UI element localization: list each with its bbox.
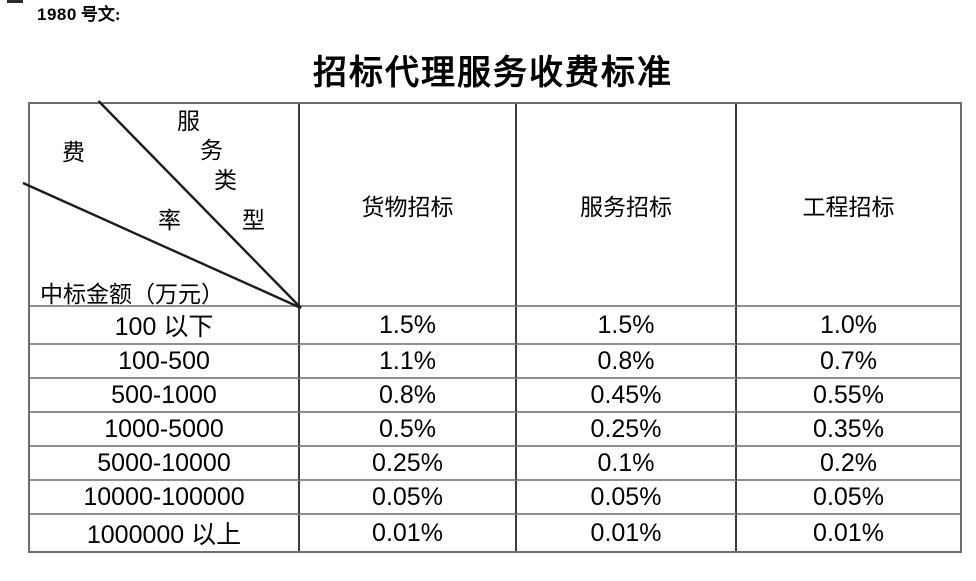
table-row: 1000-5000 0.5% 0.25% 0.35% xyxy=(30,413,960,447)
rate-cell: 0.8% xyxy=(300,379,517,413)
rate-cell: 0.05% xyxy=(300,481,517,515)
rate-cell: 1.1% xyxy=(300,345,517,379)
row-range-cell: 1000000 以上 xyxy=(30,515,300,551)
corner-service-type-char: 类 xyxy=(214,168,237,193)
corner-bid-amount-label: 中标金额（万元） xyxy=(40,282,224,307)
corner-service-type-char: 型 xyxy=(242,208,265,233)
column-header-engineering: 工程招标 xyxy=(737,104,960,307)
table-row: 100-500 1.1% 0.8% 0.7% xyxy=(30,345,960,379)
rate-cell: 0.8% xyxy=(517,345,737,379)
corner-fee-rate-char: 率 xyxy=(158,208,181,233)
row-range-cell: 500-1000 xyxy=(30,379,300,413)
rate-cell: 0.55% xyxy=(737,379,960,413)
row-range-cell: 100-500 xyxy=(30,345,300,379)
rate-cell: 0.01% xyxy=(300,515,517,551)
row-range-cell: 1000-5000 xyxy=(30,413,300,447)
screenshot-edge-artifact xyxy=(7,0,23,3)
table-row: 100 以下 1.5% 1.5% 1.0% xyxy=(30,307,960,345)
table-row: 5000-10000 0.25% 0.1% 0.2% xyxy=(30,447,960,481)
rate-cell: 0.05% xyxy=(737,481,960,515)
column-header-service: 服务招标 xyxy=(517,104,737,307)
rate-cell: 0.01% xyxy=(813,518,884,547)
table-row: 10000-100000 0.05% 0.05% 0.05% xyxy=(30,481,960,515)
corner-service-type-char: 务 xyxy=(200,138,223,163)
rate-cell: 1.5% xyxy=(300,307,517,345)
corner-fee-rate-char: 费 xyxy=(62,140,85,165)
header-row: 服 务 类 型 费 率 中标金额（万元） 货物招标 服务招标 工程招标 xyxy=(22,100,960,310)
rate-cell: 0.7% xyxy=(737,345,960,379)
rate-cell: 0.2% xyxy=(737,447,960,481)
rate-cell: 0.1% xyxy=(517,447,737,481)
rate-cell: 0.25% xyxy=(517,413,737,447)
doc-reference: 1980 号文: xyxy=(37,4,121,26)
doc-reference-label: 号文: xyxy=(80,5,121,24)
rate-cell: 0.45% xyxy=(517,379,737,413)
doc-reference-number: 1980 xyxy=(37,5,77,24)
rate-cell: 0.35% xyxy=(737,413,960,447)
table-corner-cell: 服 务 类 型 费 率 中标金额（万元） xyxy=(22,100,302,310)
column-header-goods: 货物招标 xyxy=(300,104,517,307)
row-range-cell: 100 以下 xyxy=(30,307,300,345)
rate-cell: 1.5% xyxy=(517,307,737,345)
table-row: 1000000 以上 0.01% 0.01% 0.01% xyxy=(30,515,960,551)
corner-service-type-char: 服 xyxy=(177,109,200,134)
table-row: 500-1000 0.8% 0.45% 0.55% xyxy=(30,379,960,413)
page-title: 招标代理服务收费标准 xyxy=(313,55,673,92)
row-range-cell: 5000-10000 xyxy=(30,447,300,481)
rate-cell: 0.5% xyxy=(300,413,517,447)
diagonal-divider-lines xyxy=(22,100,302,310)
rate-cell: 1.0% xyxy=(737,307,960,345)
rate-cell: 0.05% xyxy=(517,481,737,515)
rate-cell: 0.25% xyxy=(300,447,517,481)
row-range-cell: 10000-100000 xyxy=(30,481,300,515)
rate-cell: 0.01% xyxy=(517,515,737,551)
fee-standard-table: 服 务 类 型 费 率 中标金额（万元） 货物招标 服务招标 工程招标 100 … xyxy=(22,100,962,553)
